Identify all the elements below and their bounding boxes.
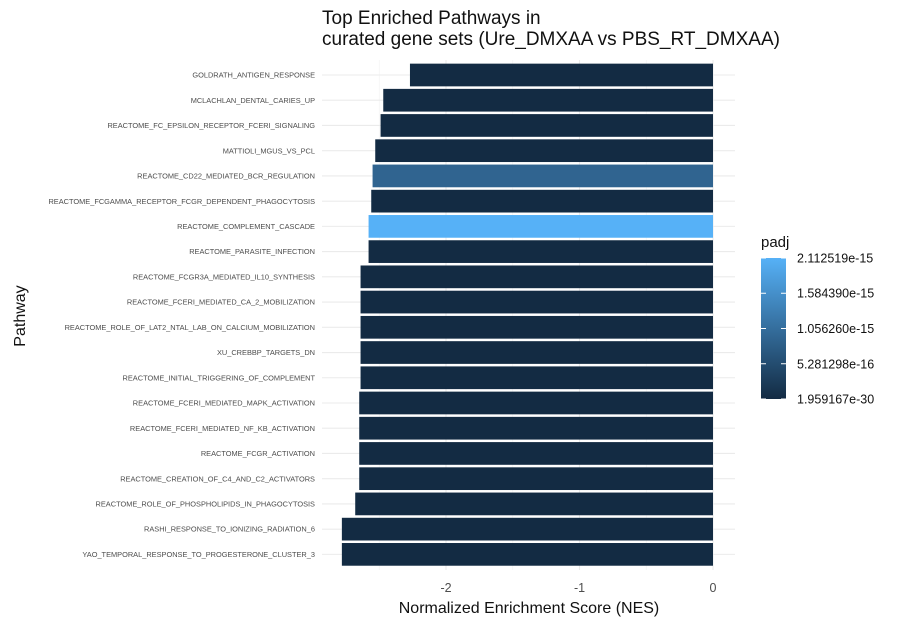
bar <box>341 517 713 541</box>
category-label: REACTOME_CREATION_OF_C4_AND_C2_ACTIVATOR… <box>120 474 315 483</box>
category-label: REACTOME_FCGAMMA_RECEPTOR_FCGR_DEPENDENT… <box>48 197 315 206</box>
bar <box>360 265 713 289</box>
category-label: REACTOME_FCERI_MEDIATED_NF_KB_ACTIVATION <box>130 424 315 433</box>
x-axis-ticks: -2 -1 0 <box>440 581 716 595</box>
legend-label: 1.584390e-15 <box>797 287 874 301</box>
category-label: REACTOME_FCERI_MEDIATED_MAPK_ACTIVATION <box>133 399 315 408</box>
category-label: REACTOME_PARASITE_INFECTION <box>189 247 315 256</box>
bar <box>359 391 713 415</box>
legend-label: 5.281298e-16 <box>797 357 874 371</box>
bar <box>360 366 713 390</box>
bar <box>375 139 713 163</box>
x-tick-label: -2 <box>440 581 451 595</box>
category-label: MCLACHLAN_DENTAL_CARIES_UP <box>191 96 315 105</box>
legend-label: 1.056260e-15 <box>797 322 874 336</box>
legend-title: padj <box>761 234 789 251</box>
category-label: REACTOME_FC_EPSILON_RECEPTOR_FCERI_SIGNA… <box>107 121 315 130</box>
y-axis-title: Pathway <box>12 285 29 346</box>
bar <box>359 442 713 465</box>
bar <box>359 416 713 440</box>
bar <box>360 315 713 339</box>
bar <box>409 63 713 87</box>
bar <box>372 164 713 188</box>
category-label: RASHI_RESPONSE_TO_IONIZING_RADIATION_6 <box>144 525 315 534</box>
category-label: MATTIOLI_MGUS_VS_PCL <box>223 146 315 155</box>
category-label: REACTOME_ROLE_OF_LAT2_NTAL_LAB_ON_CALCIU… <box>65 323 315 332</box>
category-label: GOLDRATH_ANTIGEN_RESPONSE <box>192 71 315 80</box>
bar <box>380 114 713 137</box>
category-labels: GOLDRATH_ANTIGEN_RESPONSE MCLACHLAN_DENTA… <box>48 71 315 559</box>
chart-title: Top Enriched Pathways in curated gene se… <box>322 8 780 50</box>
category-label: REACTOME_INITIAL_TRIGGERING_OF_COMPLEMEN… <box>123 373 316 382</box>
x-tick-label: 0 <box>710 581 717 595</box>
category-label: REACTOME_COMPLEMENT_CASCADE <box>177 222 315 231</box>
legend-label: 2.112519e-15 <box>797 252 873 266</box>
bars-group <box>341 63 713 566</box>
x-tick-label: -1 <box>574 581 585 595</box>
category-label: REACTOME_FCERI_MEDIATED_CA_2_MOBILIZATIO… <box>127 298 315 307</box>
category-label: YAO_TEMPORAL_RESPONSE_TO_PROGESTERONE_CL… <box>82 550 315 559</box>
bar <box>359 467 713 491</box>
bar <box>368 215 713 238</box>
category-label: REACTOME_FCGR3A_MEDIATED_IL10_SYNTHESIS <box>133 272 315 281</box>
bar <box>355 492 713 516</box>
bar <box>368 240 713 263</box>
bar <box>383 88 713 112</box>
category-label: REACTOME_CD22_MEDIATED_BCR_REGULATION <box>137 172 315 181</box>
x-axis-title: Normalized Enrichment Score (NES) <box>399 600 660 617</box>
category-label: REACTOME_FCGR_ACTIVATION <box>201 449 315 458</box>
legend-label: 1.959167e-30 <box>797 393 874 407</box>
legend-ticks: 1.959167e-30 5.281298e-16 1.056260e-15 1.58… <box>761 252 874 407</box>
bar <box>341 543 713 566</box>
color-legend: padj 1.959167e-30 5.281298e-16 1.056260e-1… <box>761 234 874 407</box>
category-label: XU_CREBBP_TARGETS_DN <box>217 348 315 357</box>
category-label: REACTOME_ROLE_OF_PHOSPHOLIPIDS_IN_PHAGOC… <box>96 500 316 509</box>
bar <box>371 189 713 213</box>
bar <box>360 341 713 364</box>
bar <box>360 290 713 314</box>
